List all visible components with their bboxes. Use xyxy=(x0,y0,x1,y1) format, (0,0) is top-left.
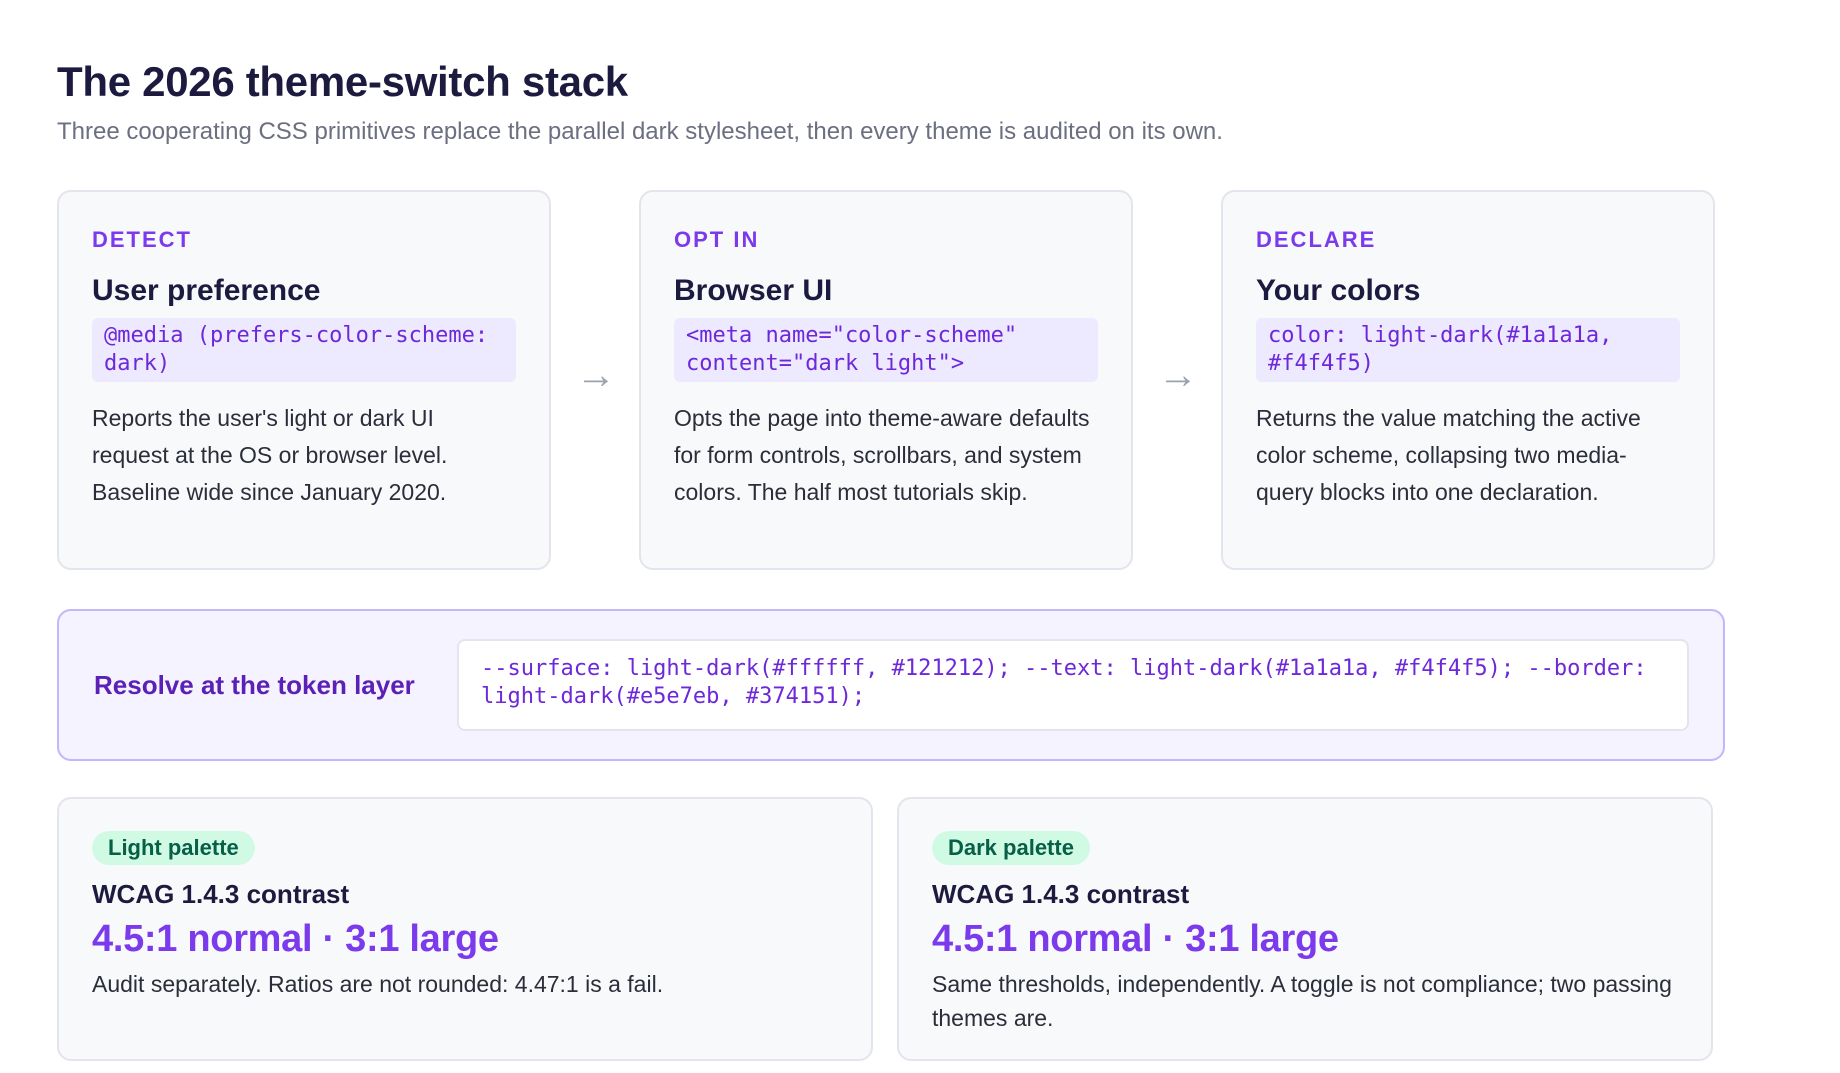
arrow-right-icon: → xyxy=(1158,353,1198,397)
primitive-steps: DETECT User preference @media (prefers-c… xyxy=(57,190,1725,572)
step-kicker: OPT IN xyxy=(674,227,760,252)
page-subtitle: Three cooperating CSS primitives replace… xyxy=(57,118,1223,145)
page-header: The 2026 theme-switch stack Three cooper… xyxy=(57,56,1725,148)
step-description: Returns the value matching the active co… xyxy=(1256,405,1641,505)
palette-badge: Light palette xyxy=(92,831,255,865)
arrow-right-icon: → xyxy=(576,353,616,397)
palette-threshold: 4.5:1 normal · 3:1 large xyxy=(932,918,1339,960)
step-description: Reports the user's light or dark UI requ… xyxy=(92,405,448,505)
palette-threshold: 4.5:1 normal · 3:1 large xyxy=(92,918,499,960)
step-card-detect: DETECT User preference @media (prefers-c… xyxy=(57,190,551,570)
palette-description: Audit separately. Ratios are not rounded… xyxy=(92,971,664,997)
token-layer-panel: Resolve at the token layer --surface: li… xyxy=(57,609,1725,761)
palette-card-light: Light palette WCAG 1.4.3 contrast 4.5:1 … xyxy=(57,797,873,1061)
page-title: The 2026 theme-switch stack xyxy=(57,58,628,105)
palette-description: Same thresholds, independently. A toggle… xyxy=(932,971,1672,1031)
step-title: Browser UI xyxy=(674,274,833,307)
palette-badge: Dark palette xyxy=(932,831,1090,865)
step-title: User preference xyxy=(92,274,321,307)
palette-title: WCAG 1.4.3 contrast xyxy=(932,879,1190,909)
step-kicker: DETECT xyxy=(92,227,192,252)
step-card-opt-in: OPT IN Browser UI <meta name="color-sche… xyxy=(639,190,1133,570)
token-layer-code: --surface: light-dark(#ffffff, #121212);… xyxy=(457,639,1689,731)
palette-title: WCAG 1.4.3 contrast xyxy=(92,879,350,909)
step-kicker: DECLARE xyxy=(1256,227,1377,252)
step-code: <meta name="color-scheme" content="dark … xyxy=(674,318,1098,382)
step-card-declare: DECLARE Your colors color: light-dark(#1… xyxy=(1221,190,1715,570)
palette-card-dark: Dark palette WCAG 1.4.3 contrast 4.5:1 n… xyxy=(897,797,1713,1061)
token-layer-label: Resolve at the token layer xyxy=(94,670,415,700)
step-description: Opts the page into theme-aware defaults … xyxy=(674,405,1090,505)
step-code: color: light-dark(#1a1a1a, #f4f4f5) xyxy=(1256,318,1680,382)
step-title: Your colors xyxy=(1256,274,1421,307)
step-code: @media (prefers-color-scheme: dark) xyxy=(92,318,516,382)
